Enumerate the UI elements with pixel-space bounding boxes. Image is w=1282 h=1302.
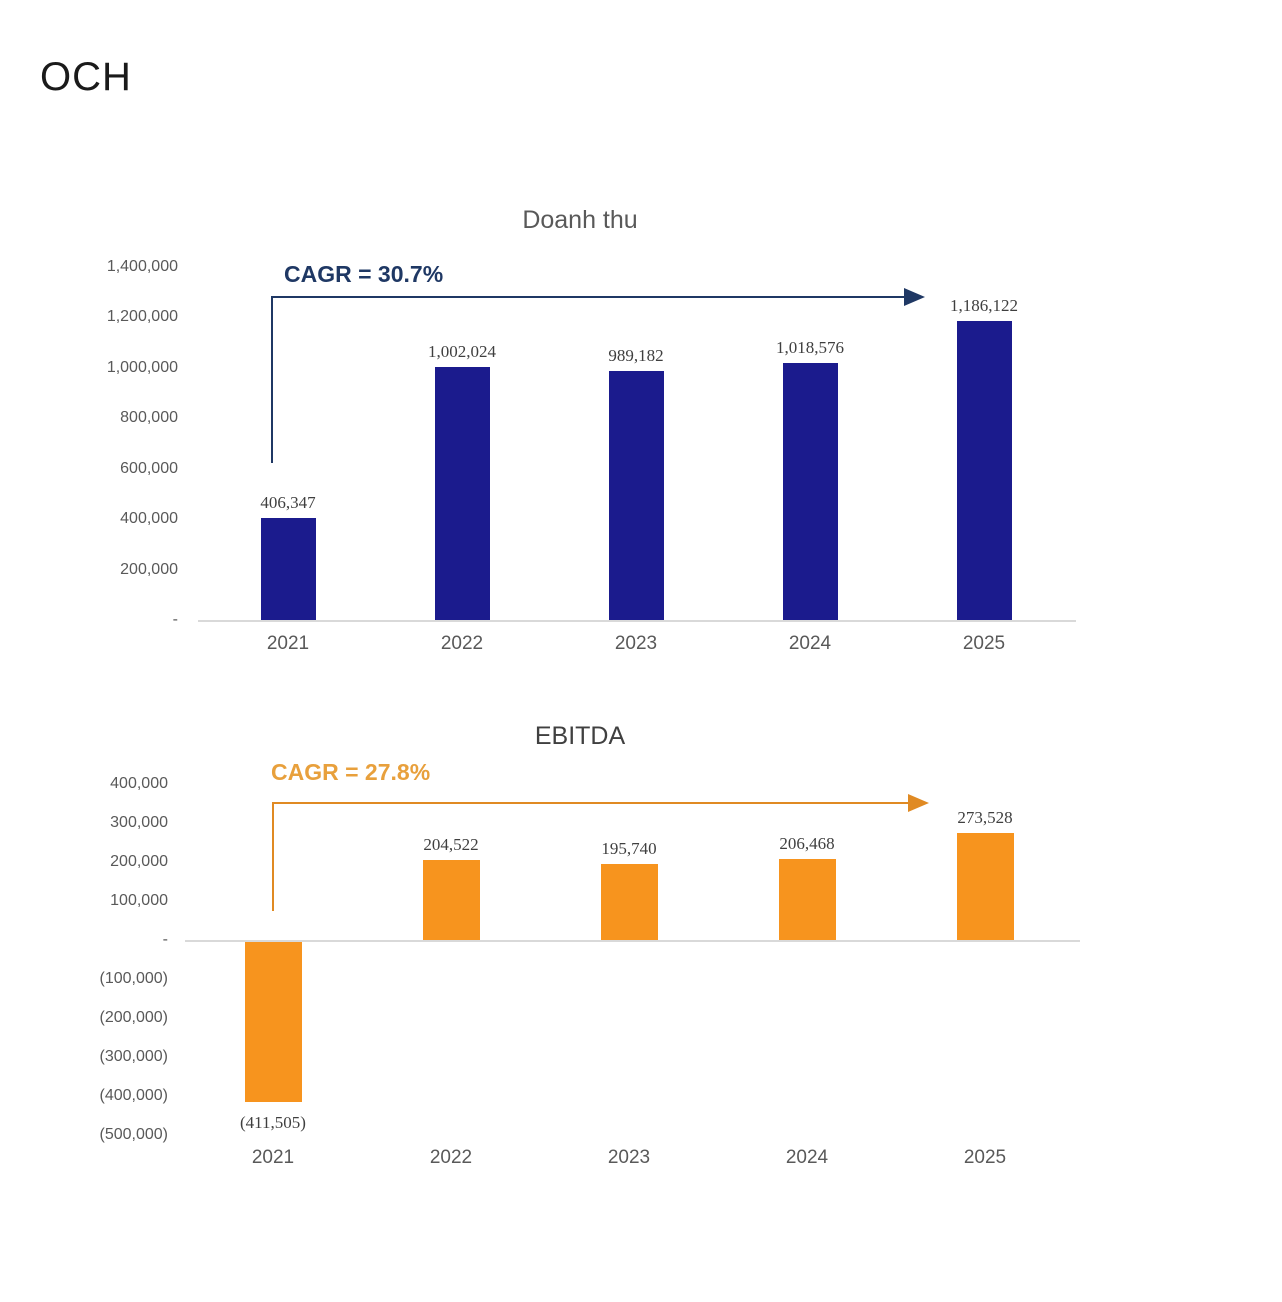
bar-value-label: 1,002,024 (428, 342, 496, 362)
bar-value-label: 204,522 (423, 835, 479, 855)
x-axis-category: 2025 (963, 1147, 1007, 1168)
x-axis-category: 2022 (440, 633, 484, 654)
y-axis-tick: 200,000 (120, 560, 178, 578)
bar-2023 (608, 370, 664, 620)
x-axis-line (198, 620, 1076, 622)
y-axis-tick: 400,000 (110, 775, 168, 792)
cagr-arrow-vertical-line (272, 802, 274, 911)
bar-2024 (778, 859, 836, 940)
y-axis-tick: 200,000 (110, 853, 168, 870)
ebitda-cagr-label: CAGR = 27.8% (271, 759, 431, 785)
y-axis-tick: 1,400,000 (106, 258, 178, 276)
y-axis-tick: (300,000) (99, 1048, 169, 1065)
y-axis-tick: (100,000) (99, 970, 169, 987)
x-axis-category: 2022 (429, 1147, 473, 1168)
ebitda-chart-title: EBITDA (534, 722, 626, 750)
x-axis-category: 2023 (607, 1147, 651, 1168)
page-title: OCH (40, 55, 132, 99)
bar-value-label: 1,018,576 (776, 338, 844, 358)
bar-2022 (434, 367, 490, 620)
y-axis-tick: 800,000 (120, 409, 178, 427)
bar-value-label: 406,347 (260, 492, 316, 512)
bar-value-label: 1,186,122 (950, 295, 1018, 315)
y-axis-tick: - (162, 931, 168, 948)
x-axis-category: 2025 (962, 633, 1006, 654)
x-axis-line (185, 940, 1080, 942)
bar-2025 (956, 833, 1014, 940)
y-axis-tick: (400,000) (99, 1087, 169, 1104)
y-axis-tick: 100,000 (110, 892, 168, 909)
cagr-arrow-horizontal-line (271, 296, 904, 298)
bar-value-label: 195,740 (601, 838, 657, 858)
x-axis-category: 2024 (785, 1147, 829, 1168)
bar-value-label: 273,528 (957, 808, 1013, 828)
x-axis-category: 2021 (251, 1147, 295, 1168)
bar-2024 (782, 363, 838, 620)
y-axis-tick: 300,000 (110, 814, 168, 831)
bar-2021 (244, 942, 302, 1103)
bar-2022 (422, 860, 480, 940)
y-axis-tick: (200,000) (99, 1009, 169, 1026)
bar-value-label: 206,468 (779, 834, 835, 854)
y-axis-tick: 1,000,000 (106, 358, 178, 376)
bar-value-label: 989,182 (608, 345, 664, 365)
x-axis-category: 2021 (266, 633, 310, 654)
cagr-arrow-vertical-line (271, 296, 273, 463)
y-axis-tick: 1,200,000 (106, 308, 178, 326)
bar-2023 (600, 863, 658, 940)
x-axis-category: 2023 (614, 633, 658, 654)
bar-2021 (260, 517, 316, 620)
y-axis-tick: - (172, 611, 178, 628)
cagr-arrowhead-icon (908, 794, 929, 812)
x-axis-category: 2024 (788, 633, 832, 654)
revenue-chart-title: Doanh thu (522, 206, 638, 234)
y-axis-tick: 400,000 (120, 510, 178, 528)
revenue-cagr-label: CAGR = 30.7% (284, 261, 444, 287)
y-axis-tick: (500,000) (99, 1126, 169, 1143)
bar-value-label: (411,505) (240, 1113, 306, 1133)
cagr-arrowhead-icon (904, 288, 925, 306)
y-axis-tick: 600,000 (120, 459, 178, 477)
bar-2025 (956, 320, 1012, 620)
cagr-arrow-horizontal-line (272, 802, 908, 804)
